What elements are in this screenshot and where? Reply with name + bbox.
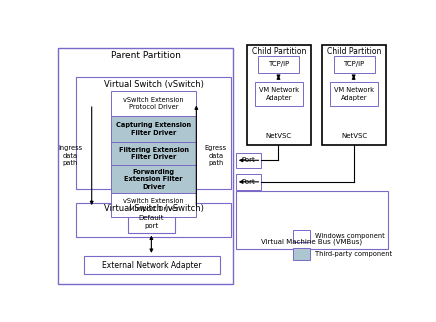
Bar — [258, 56, 300, 72]
Text: External Network Adapter: External Network Adapter — [102, 260, 201, 270]
Text: Ingress
data
path: Ingress data path — [58, 145, 82, 166]
Text: Third-party component: Third-party component — [315, 251, 392, 257]
Bar — [236, 191, 388, 249]
Bar — [76, 203, 231, 237]
Bar — [128, 211, 175, 233]
Text: Egress
data
path: Egress data path — [204, 145, 227, 166]
Bar — [111, 142, 196, 165]
Text: vSwitch Extension
Protocol Driver: vSwitch Extension Protocol Driver — [123, 97, 184, 110]
Text: NetVSC: NetVSC — [341, 133, 367, 139]
Bar — [293, 230, 310, 242]
Text: VM Network
Adapter: VM Network Adapter — [259, 87, 299, 101]
Text: Filtering Extension
Filter Driver: Filtering Extension Filter Driver — [119, 147, 189, 160]
Text: Default
port: Default port — [139, 215, 164, 229]
Bar — [334, 56, 375, 72]
Text: Windows component: Windows component — [315, 233, 385, 239]
Text: NetVSC: NetVSC — [266, 133, 292, 139]
Bar — [247, 45, 311, 145]
Bar — [58, 48, 233, 283]
Text: Child Partition: Child Partition — [327, 47, 381, 56]
Bar — [111, 194, 196, 216]
Text: VM Network
Adapter: VM Network Adapter — [334, 87, 374, 101]
Text: TCP/IP: TCP/IP — [268, 61, 290, 67]
Bar — [322, 45, 386, 145]
Bar — [111, 117, 196, 142]
Text: Parent Partition: Parent Partition — [111, 51, 181, 60]
Text: vSwitch Extension
Miniport Driver: vSwitch Extension Miniport Driver — [123, 198, 184, 212]
Text: Capturing Extension
Filter Driver: Capturing Extension Filter Driver — [116, 122, 191, 136]
Text: TCP/IP: TCP/IP — [344, 61, 364, 67]
Text: Virtual Switch (vSwitch): Virtual Switch (vSwitch) — [104, 80, 204, 89]
Text: Child Partition: Child Partition — [252, 47, 306, 56]
Text: Forwarding
Extension Filter
Driver: Forwarding Extension Filter Driver — [124, 169, 183, 190]
Bar — [236, 153, 262, 168]
Bar — [236, 174, 262, 190]
Bar — [84, 256, 220, 274]
Text: Port: Port — [242, 179, 255, 185]
Bar — [111, 165, 196, 194]
Text: Virtual Switch (vSwitch): Virtual Switch (vSwitch) — [104, 204, 204, 213]
Text: Port: Port — [242, 157, 255, 163]
Bar — [255, 82, 303, 106]
Text: Virtual Machine Bus (VMBus): Virtual Machine Bus (VMBus) — [261, 239, 362, 245]
Bar — [76, 77, 231, 189]
Bar — [330, 82, 378, 106]
Bar — [111, 91, 196, 117]
Bar — [293, 248, 310, 260]
